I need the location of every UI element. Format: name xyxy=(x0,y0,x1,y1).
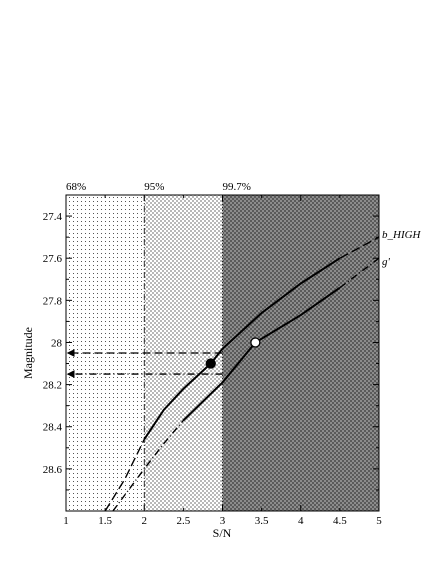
confidence-region-3 xyxy=(222,195,379,511)
x-tick-label-2: 2 xyxy=(142,515,148,527)
x-tick-label-6: 4 xyxy=(298,515,304,527)
y-tick-label-3: 28 xyxy=(51,337,63,349)
series-label-2: g' xyxy=(382,256,391,268)
x-tick-label-5: 3.5 xyxy=(255,515,269,527)
x-tick-label-1: 1.5 xyxy=(98,515,112,527)
region-label-2: 95% xyxy=(144,181,164,193)
x-tick-label-7: 4.5 xyxy=(333,515,347,527)
x-axis-label: S/N xyxy=(213,526,232,540)
x-tick-label-0: 1 xyxy=(63,515,69,527)
y-tick-label-2: 27.8 xyxy=(43,295,63,307)
x-tick-label-8: 5 xyxy=(376,515,382,527)
x-tick-label-4: 3 xyxy=(220,515,226,527)
series-1-point-1 xyxy=(205,358,216,369)
y-tick-label-6: 28.6 xyxy=(43,464,63,476)
y-tick-label-1: 27.6 xyxy=(43,253,63,265)
y-tick-label-5: 28.4 xyxy=(43,422,63,434)
y-tick-label-4: 28.2 xyxy=(43,380,62,392)
series-2-point-1 xyxy=(250,337,261,348)
series-line-1-solid xyxy=(143,257,341,440)
x-tick-label-3: 2.5 xyxy=(177,515,191,527)
region-label-1: 68% xyxy=(66,181,86,193)
y-tick-label-0: 27.4 xyxy=(43,211,63,223)
series-label-1: b_HIGH xyxy=(382,229,422,241)
y-axis-label: Magnitude xyxy=(21,327,35,379)
region-label-3: 99.7% xyxy=(223,181,251,193)
